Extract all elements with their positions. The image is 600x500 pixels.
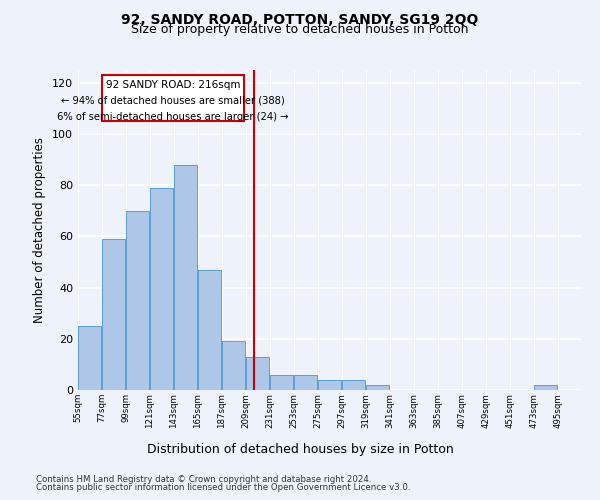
- Bar: [174, 164, 197, 390]
- Text: Size of property relative to detached houses in Potton: Size of property relative to detached ho…: [131, 22, 469, 36]
- Bar: [534, 385, 557, 390]
- Text: Contains HM Land Registry data © Crown copyright and database right 2024.: Contains HM Land Registry data © Crown c…: [36, 475, 371, 484]
- Bar: [102, 239, 125, 390]
- Text: Contains public sector information licensed under the Open Government Licence v3: Contains public sector information licen…: [36, 484, 410, 492]
- Text: 6% of semi-detached houses are larger (24) →: 6% of semi-detached houses are larger (2…: [57, 112, 289, 122]
- Y-axis label: Number of detached properties: Number of detached properties: [34, 137, 46, 323]
- Bar: [150, 188, 173, 390]
- Bar: [270, 374, 293, 390]
- Bar: [198, 270, 221, 390]
- Bar: [78, 326, 101, 390]
- Text: ← 94% of detached houses are smaller (388): ← 94% of detached houses are smaller (38…: [61, 96, 285, 106]
- Bar: [126, 211, 149, 390]
- Bar: [102, 75, 244, 121]
- Bar: [366, 385, 389, 390]
- Text: Distribution of detached houses by size in Potton: Distribution of detached houses by size …: [146, 442, 454, 456]
- Bar: [318, 380, 341, 390]
- Bar: [294, 374, 317, 390]
- Bar: [342, 380, 365, 390]
- Bar: [222, 342, 245, 390]
- Text: 92, SANDY ROAD, POTTON, SANDY, SG19 2QQ: 92, SANDY ROAD, POTTON, SANDY, SG19 2QQ: [121, 12, 479, 26]
- Text: 92 SANDY ROAD: 216sqm: 92 SANDY ROAD: 216sqm: [106, 80, 240, 90]
- Bar: [246, 356, 269, 390]
